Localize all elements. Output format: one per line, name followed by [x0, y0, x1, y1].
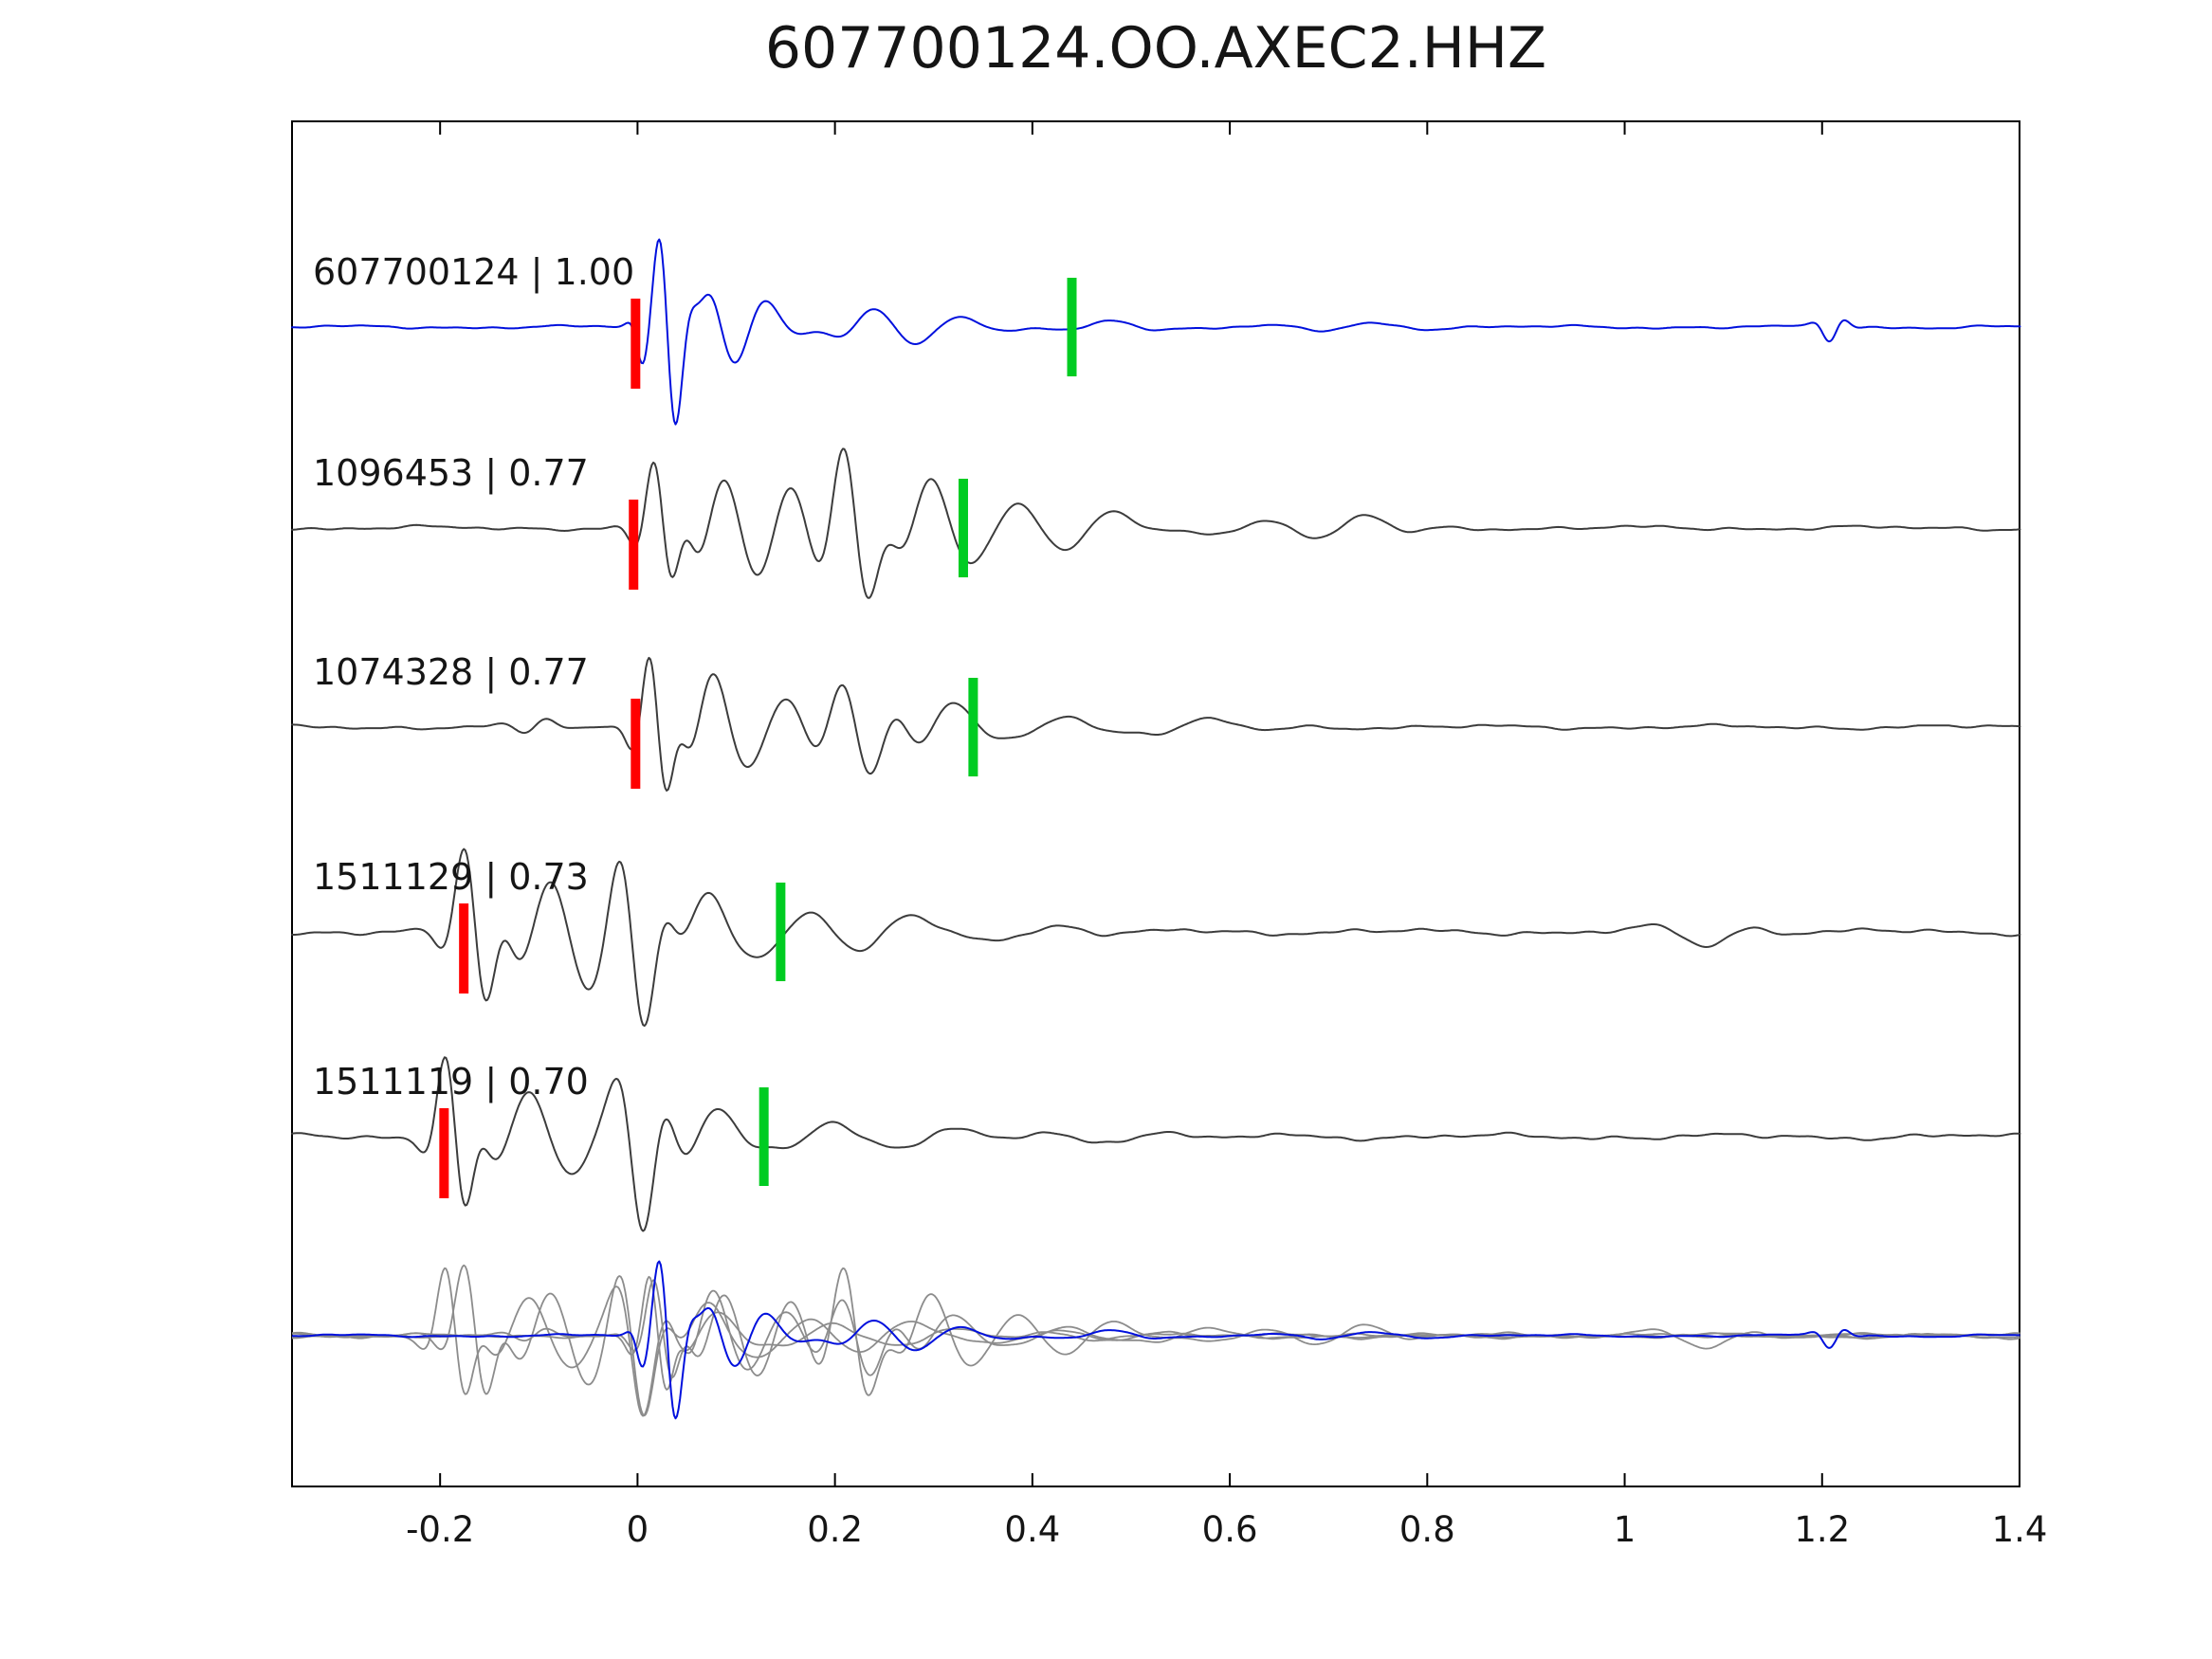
red-pick-607700124	[631, 299, 641, 389]
green-pick-1096453	[958, 479, 968, 577]
x-tick-label: 0.8	[1399, 1509, 1455, 1550]
overlay-trace-1511119	[291, 1267, 2020, 1417]
x-tick-label: 0.4	[1004, 1509, 1060, 1550]
overlay-trace-1511129	[292, 1264, 2020, 1417]
trace-label-607700124: 607700124 | 1.00	[313, 251, 634, 294]
trace-label-1074328: 1074328 | 0.77	[313, 651, 589, 694]
green-pick-1074328	[968, 678, 978, 776]
chart-title: 607700124.OO.AXEC2.HHZ	[764, 15, 1547, 82]
x-tick-label: 0.6	[1202, 1509, 1258, 1550]
x-tick-label: 1.2	[1794, 1509, 1850, 1550]
x-tick-label: 1.4	[1992, 1509, 2048, 1550]
trace-line-1096453	[291, 447, 2021, 599]
trace-label-1096453: 1096453 | 0.77	[313, 452, 589, 495]
trace-line-1511129	[291, 848, 2021, 1028]
overlay-trace-template	[292, 1260, 2020, 1420]
trace-line-1074328	[291, 656, 2021, 792]
trace-label-1511129: 1511129 | 0.73	[313, 856, 589, 899]
trace-line-607700124	[291, 238, 2021, 426]
axes-box	[291, 120, 2020, 1487]
x-tick-label: 0	[627, 1509, 649, 1550]
overlay-trace-1096453	[291, 1267, 2020, 1396]
red-pick-1511119	[439, 1108, 449, 1198]
green-pick-1511129	[776, 883, 786, 981]
green-pick-1511119	[759, 1087, 769, 1186]
trace-line-1511119	[291, 1056, 2021, 1232]
x-tick-label: 1	[1614, 1509, 1636, 1550]
red-pick-1511129	[459, 903, 469, 994]
red-pick-1074328	[631, 699, 641, 789]
green-pick-607700124	[1067, 278, 1077, 376]
x-tick-label: 0.2	[807, 1509, 863, 1550]
trace-label-1511119: 1511119 | 0.70	[313, 1061, 589, 1103]
x-tick-label: -0.2	[406, 1509, 474, 1550]
red-pick-1096453	[629, 500, 639, 590]
